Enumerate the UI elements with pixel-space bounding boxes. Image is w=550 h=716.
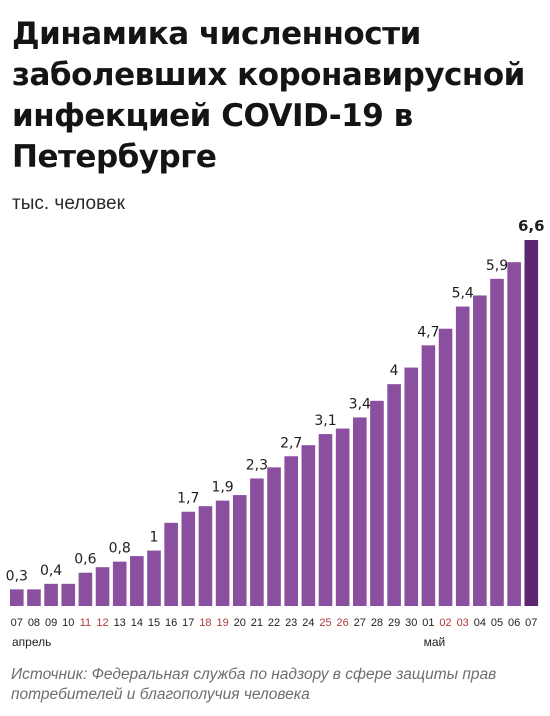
bar-5	[95, 567, 110, 606]
x-tick-1: 08	[28, 617, 40, 629]
data-label-16: 2,7	[280, 435, 302, 451]
x-tick-4: 11	[80, 617, 91, 629]
bar-19	[335, 428, 350, 606]
x-tick-28: 05	[491, 617, 503, 629]
data-label-8: 1	[150, 530, 159, 546]
bar-21	[370, 400, 384, 606]
bar-23	[404, 367, 419, 606]
bar-0	[10, 589, 24, 606]
x-tick-6: 13	[114, 617, 126, 629]
bar-chart: 0,3 0,4 0,6 0,8 1 1,7 1,9 2,3 2,7 3,1 3,4 4 4,7 5,4 5,…	[6, 217, 545, 649]
x-tick-10: 17	[182, 617, 194, 629]
bar-17	[301, 445, 316, 606]
bar-26	[455, 306, 470, 606]
source-note: Источник: Федеральная служба по надзору …	[11, 666, 497, 703]
data-label-30: 6,6	[518, 217, 545, 235]
bar-24	[421, 345, 436, 606]
data-label-0: 0,3	[6, 568, 28, 584]
x-tick-30: 07	[525, 617, 537, 629]
x-tick-5: 12	[96, 617, 108, 629]
bar-20	[353, 417, 367, 606]
x-tick-2: 09	[45, 617, 57, 629]
bar-7	[130, 556, 144, 606]
month-label-1: май	[424, 635, 446, 649]
data-label-14: 2,3	[246, 457, 268, 473]
bar-3	[61, 583, 76, 606]
x-tick-14: 21	[251, 617, 263, 629]
data-label-18: 3,1	[314, 413, 336, 429]
data-label-10: 1,7	[177, 491, 199, 507]
x-tick-19: 26	[337, 617, 349, 629]
x-tick-26: 03	[457, 617, 469, 629]
bar-27	[473, 295, 487, 606]
month-labels-group: апрель май	[12, 635, 445, 649]
x-tick-29: 06	[508, 617, 520, 629]
x-tick-22: 29	[388, 617, 400, 629]
bar-1	[27, 589, 41, 606]
x-tick-20: 27	[354, 617, 366, 629]
x-tick-27: 04	[474, 617, 486, 629]
data-label-24: 4,7	[417, 324, 439, 340]
bar-4	[78, 572, 93, 606]
data-label-4: 0,6	[74, 552, 96, 568]
data-label-26: 5,4	[452, 286, 474, 302]
data-label-12: 1,9	[211, 480, 233, 496]
bar-11	[198, 506, 213, 606]
data-label-2: 0,4	[40, 563, 62, 579]
x-tick-11: 18	[199, 617, 211, 629]
month-label-0: апрель	[12, 635, 51, 649]
bar-14	[250, 478, 264, 606]
x-tick-9: 16	[165, 617, 177, 629]
x-tick-24: 01	[422, 617, 434, 629]
chart-title: Динамика численности заболевших коронави…	[12, 16, 525, 175]
data-label-20: 3,4	[349, 396, 371, 412]
x-tick-15: 22	[268, 617, 280, 629]
data-label-6: 0,8	[109, 541, 131, 557]
bar-10	[181, 511, 196, 606]
data-label-22: 4	[390, 363, 399, 379]
data-label-28: 5,9	[486, 258, 508, 274]
bar-15	[267, 467, 281, 606]
y-unit-label: тыс. человек	[12, 193, 125, 214]
x-tick-25: 02	[439, 617, 451, 629]
bar-18	[318, 434, 333, 606]
bar-30	[524, 240, 539, 606]
bar-13	[232, 495, 247, 606]
x-tick-13: 20	[234, 617, 246, 629]
bar-9	[164, 522, 178, 606]
data-labels-group: 0,3 0,4 0,6 0,8 1 1,7 1,9 2,3 2,7 3,1 3,4 4 4,7 5,4 5,…	[6, 217, 545, 584]
x-tick-21: 28	[371, 617, 383, 629]
bar-8	[147, 550, 161, 606]
bar-25	[438, 328, 453, 606]
bar-28	[490, 278, 504, 606]
bar-29	[507, 262, 521, 606]
bar-16	[284, 456, 298, 606]
x-tick-23: 30	[405, 617, 417, 629]
bar-12	[215, 500, 230, 606]
x-tick-0: 07	[11, 617, 23, 629]
bar-6	[112, 561, 127, 606]
x-tick-7: 14	[131, 617, 143, 629]
x-tick-8: 15	[148, 617, 160, 629]
bar-2	[44, 583, 58, 606]
x-tick-17: 24	[302, 617, 314, 629]
bar-22	[387, 384, 401, 606]
x-tick-18: 25	[319, 617, 331, 629]
x-tick-12: 19	[216, 617, 228, 629]
bars-group	[10, 240, 539, 606]
x-tick-3: 10	[62, 617, 74, 629]
x-tick-16: 23	[285, 617, 297, 629]
x-ticks-group: 07 08 09 10 11 12 13 14 15 16 17 18 19 20 21 22 23 24 25 26…	[11, 617, 538, 629]
